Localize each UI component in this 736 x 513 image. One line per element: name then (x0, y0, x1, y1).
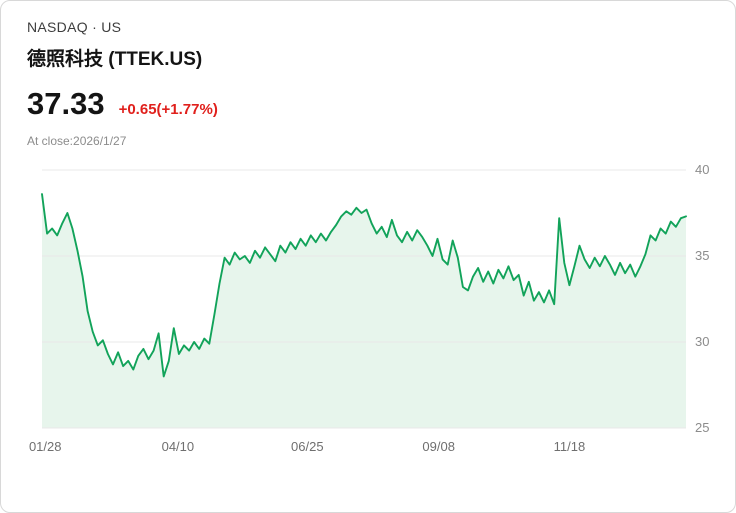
y-axis: 40 35 30 25 (687, 162, 729, 464)
x-tick-label: 04/10 (161, 439, 195, 454)
price-row: 37.33 +0.65(+1.77%) (27, 88, 735, 119)
y-tick-label: 25 (695, 420, 710, 435)
chart-main[interactable]: 01/28 04/10 06/25 09/08 11/18 (29, 162, 687, 464)
price-area-fill (42, 194, 686, 428)
exchange-label: NASDAQ · US (27, 19, 122, 35)
price-line (41, 193, 687, 378)
x-axis: 01/28 04/10 06/25 09/08 11/18 (29, 432, 687, 464)
x-tick-label: 09/08 (422, 439, 455, 454)
y-tick-label: 35 (695, 248, 710, 263)
x-tick-label: 01/28 (28, 439, 62, 454)
stock-title: 德照科技 (TTEK.US) (27, 49, 203, 70)
y-tick-label: 30 (695, 334, 710, 349)
x-tick-label: 11/18 (553, 439, 586, 454)
chart-area[interactable]: 01/28 04/10 06/25 09/08 11/18 40 35 30 25 (29, 162, 735, 464)
y-tick-label: 40 (695, 162, 710, 177)
price-change: +0.65(+1.77%) (118, 101, 218, 118)
x-tick-label: 06/25 (291, 439, 324, 454)
as-of-label: At close:2026/1/27 (27, 134, 127, 148)
last-price: 37.33 (27, 86, 105, 121)
price-chart[interactable] (41, 162, 687, 432)
